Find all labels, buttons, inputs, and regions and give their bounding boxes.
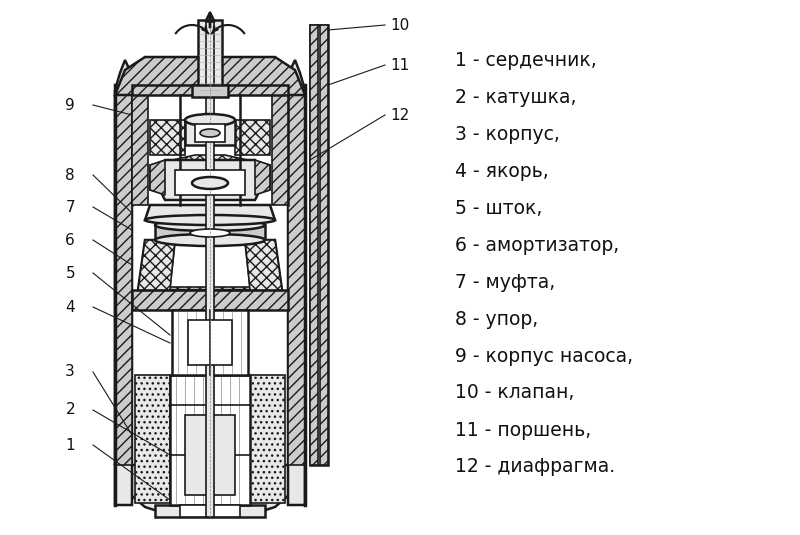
Text: 7: 7: [66, 200, 75, 215]
Polygon shape: [115, 57, 305, 95]
Text: 3 - корпус,: 3 - корпус,: [455, 125, 560, 143]
Ellipse shape: [145, 215, 275, 225]
Polygon shape: [115, 45, 305, 510]
Polygon shape: [245, 240, 282, 290]
Text: 8: 8: [66, 167, 75, 182]
Polygon shape: [138, 240, 175, 290]
Ellipse shape: [155, 234, 265, 246]
Text: 5: 5: [66, 265, 75, 280]
Bar: [175, 170, 245, 195]
Polygon shape: [150, 155, 270, 200]
Polygon shape: [255, 160, 270, 195]
Text: 9 - корпус насоса,: 9 - корпус насоса,: [455, 347, 633, 365]
Ellipse shape: [192, 177, 228, 189]
Bar: [172, 310, 248, 375]
Polygon shape: [132, 95, 148, 205]
Text: 11 - поршень,: 11 - поршень,: [455, 421, 591, 439]
Text: 1: 1: [66, 438, 75, 453]
Polygon shape: [115, 95, 132, 465]
Text: 5 - шток,: 5 - шток,: [455, 198, 542, 218]
Text: 3: 3: [66, 364, 75, 379]
Bar: [185, 120, 235, 145]
Bar: [155, 505, 265, 517]
Polygon shape: [272, 95, 288, 205]
Polygon shape: [148, 95, 272, 205]
Text: 10: 10: [390, 18, 410, 33]
Polygon shape: [288, 95, 305, 465]
Bar: [132, 290, 288, 310]
Polygon shape: [135, 455, 170, 503]
Polygon shape: [115, 60, 132, 505]
Polygon shape: [235, 120, 270, 155]
Polygon shape: [250, 375, 285, 503]
Bar: [310, 25, 328, 465]
Polygon shape: [115, 465, 305, 517]
Polygon shape: [145, 205, 275, 220]
Polygon shape: [288, 60, 305, 505]
Polygon shape: [320, 25, 328, 465]
Text: 6 - амортизатор,: 6 - амортизатор,: [455, 235, 619, 255]
Ellipse shape: [200, 129, 220, 137]
Bar: [192, 85, 228, 97]
Polygon shape: [160, 160, 260, 200]
Text: 12: 12: [390, 108, 410, 123]
Ellipse shape: [185, 114, 235, 126]
Polygon shape: [150, 145, 270, 200]
Text: 10 - клапан,: 10 - клапан,: [455, 384, 574, 402]
Bar: [132, 85, 288, 95]
Bar: [206, 22, 214, 517]
Polygon shape: [155, 225, 265, 240]
Text: 11: 11: [390, 57, 410, 73]
Bar: [198, 20, 222, 95]
Bar: [188, 320, 232, 365]
Text: 4: 4: [66, 300, 75, 315]
Text: 9: 9: [66, 97, 75, 112]
Text: 12 - диафрагма.: 12 - диафрагма.: [455, 457, 615, 477]
Ellipse shape: [190, 229, 230, 237]
Bar: [185, 415, 235, 495]
Polygon shape: [135, 375, 170, 503]
Text: 2: 2: [66, 402, 75, 417]
Bar: [180, 505, 240, 517]
Text: 8 - упор,: 8 - упор,: [455, 310, 538, 328]
Polygon shape: [170, 243, 250, 287]
Text: 1 - сердечник,: 1 - сердечник,: [455, 50, 597, 70]
Polygon shape: [250, 455, 285, 503]
Text: 6: 6: [66, 233, 75, 248]
Bar: [195, 124, 225, 142]
Text: 2 - катушка,: 2 - катушка,: [455, 88, 577, 106]
Polygon shape: [310, 25, 318, 465]
Polygon shape: [138, 240, 282, 290]
Bar: [170, 375, 250, 505]
Text: 4 - якорь,: 4 - якорь,: [455, 162, 549, 180]
Polygon shape: [150, 160, 165, 195]
Text: 7 - муфта,: 7 - муфта,: [455, 272, 555, 292]
Polygon shape: [150, 120, 185, 155]
Ellipse shape: [155, 219, 265, 231]
